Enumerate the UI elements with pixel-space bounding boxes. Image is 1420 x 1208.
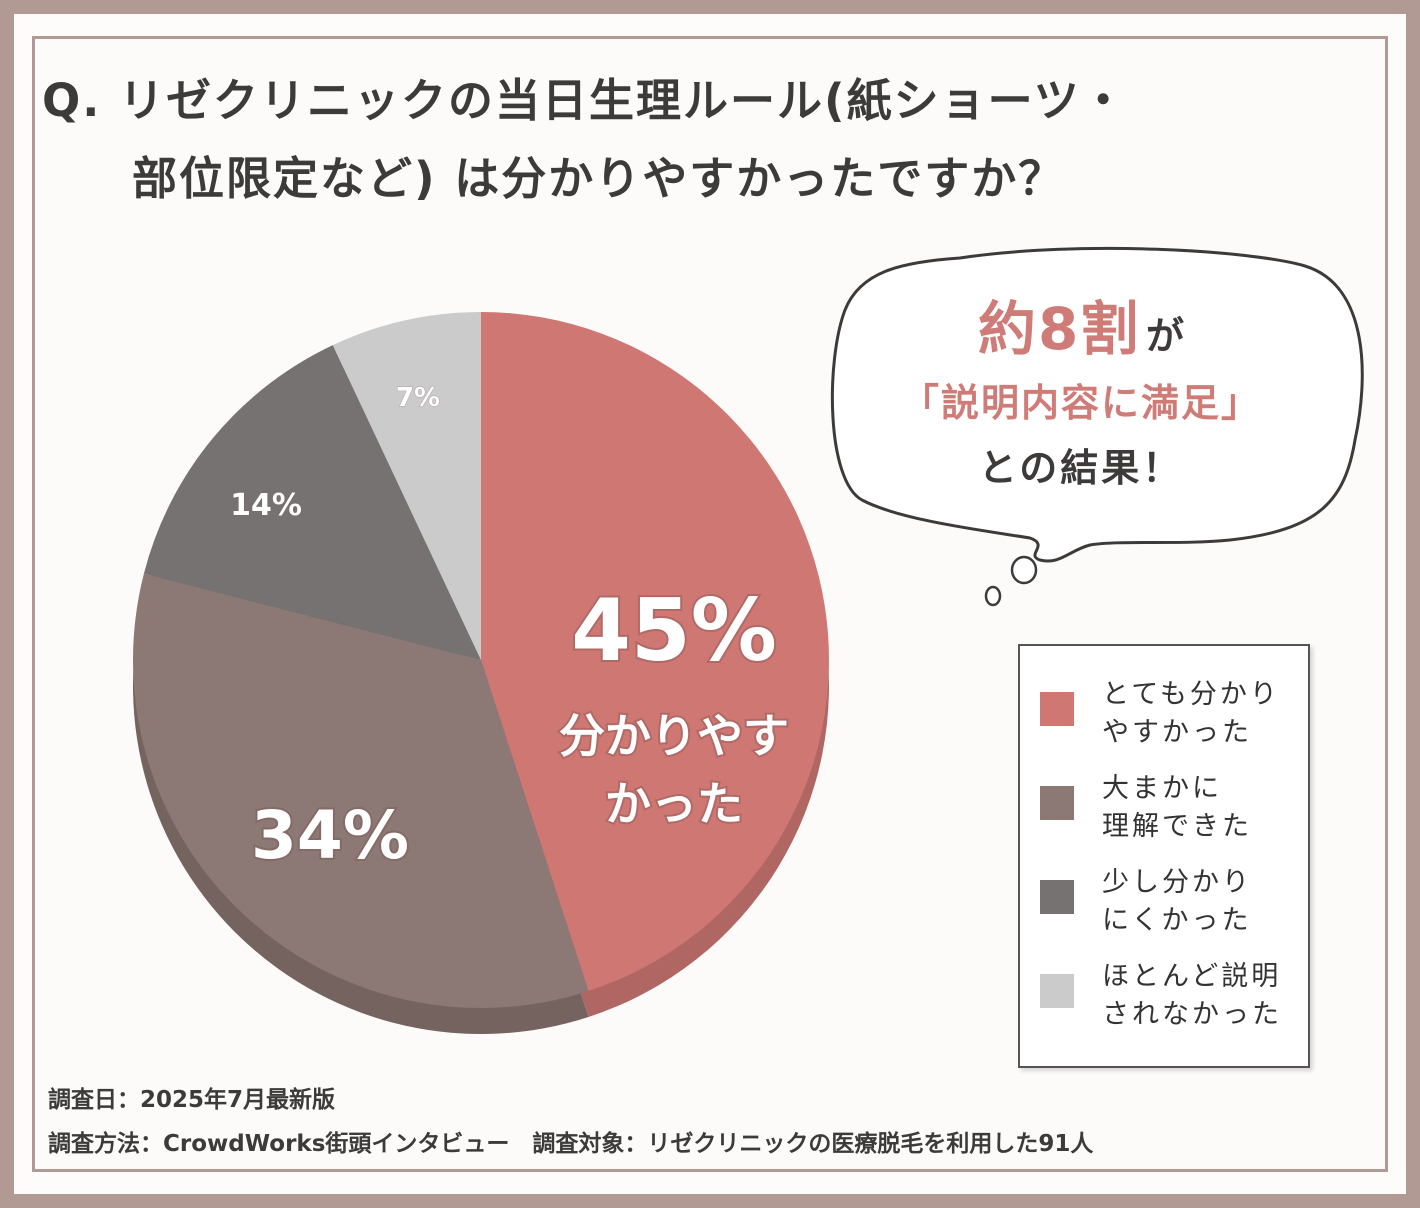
data-label: 14% (230, 488, 302, 523)
title-line-2: 部位限定など) は分かりやすかったですか？ (132, 152, 1066, 205)
callout-text: 約8割 が 「説明内容に満足」 との結果！ (842, 282, 1320, 492)
callout-highlight: 約8割 (978, 295, 1141, 363)
question-title: Q. リゼクリニックの当日生理ルール(紙ショーツ・ 部位限定など) は分かりやす… (42, 62, 1352, 218)
legend-label: ほとんど説明 されなかった (1102, 958, 1302, 1034)
legend-swatch (1040, 692, 1074, 726)
data-label: 34% (251, 797, 409, 874)
legend-swatch (1040, 880, 1074, 914)
legend-label-line: やすかった (1102, 717, 1252, 748)
legend-label: 少し分かり にくかった (1102, 864, 1302, 940)
legend-swatch (1040, 786, 1074, 820)
legend-label: 大まかに 理解できた (1102, 770, 1302, 846)
callout-line-2: 「説明内容に満足」 (900, 381, 1261, 425)
callout-particle: が (1145, 314, 1184, 358)
legend-swatch (1040, 974, 1074, 1008)
slice-caption: 分かりやす (559, 709, 789, 763)
legend-label-line: とても分かり (1102, 679, 1280, 710)
bubble-dot-large (1010, 555, 1038, 585)
bubble-shape (830, 246, 1364, 563)
data-label: 45% (571, 581, 777, 681)
legend-label-line: 大まかに (1102, 773, 1222, 804)
legend-label-line: 少し分かり (1102, 867, 1252, 898)
footer-date: 調査日：2025年7月最新版 (48, 1087, 336, 1113)
data-label: 7% (396, 383, 440, 413)
pie-slice (481, 312, 829, 991)
title-line-1: Q. リゼクリニックの当日生理ルール(紙ショーツ・ (42, 74, 1128, 127)
pie-slice (133, 573, 589, 1008)
legend-label-line: 理解できた (1102, 811, 1252, 842)
pie-slice (332, 312, 481, 660)
legend-label: とても分かり やすかった (1102, 676, 1302, 752)
legend-label-line: されなかった (1102, 999, 1282, 1030)
legend: とても分かり やすかった 大まかに 理解できた 少し分かり にくかった ほとんど… (1018, 644, 1310, 1068)
legend-label-line: ほとんど説明 (1102, 961, 1282, 992)
pie-slice (143, 345, 482, 660)
slice-caption: かった (605, 777, 743, 831)
legend-label-line: にくかった (1102, 905, 1252, 936)
callout-line-3: との結果！ (978, 446, 1184, 490)
bubble-dot-small (984, 585, 1002, 607)
footer-method: 調査方法：CrowdWorks街頭インタビュー 調査対象：リゼクリニックの医療脱… (48, 1131, 1094, 1157)
